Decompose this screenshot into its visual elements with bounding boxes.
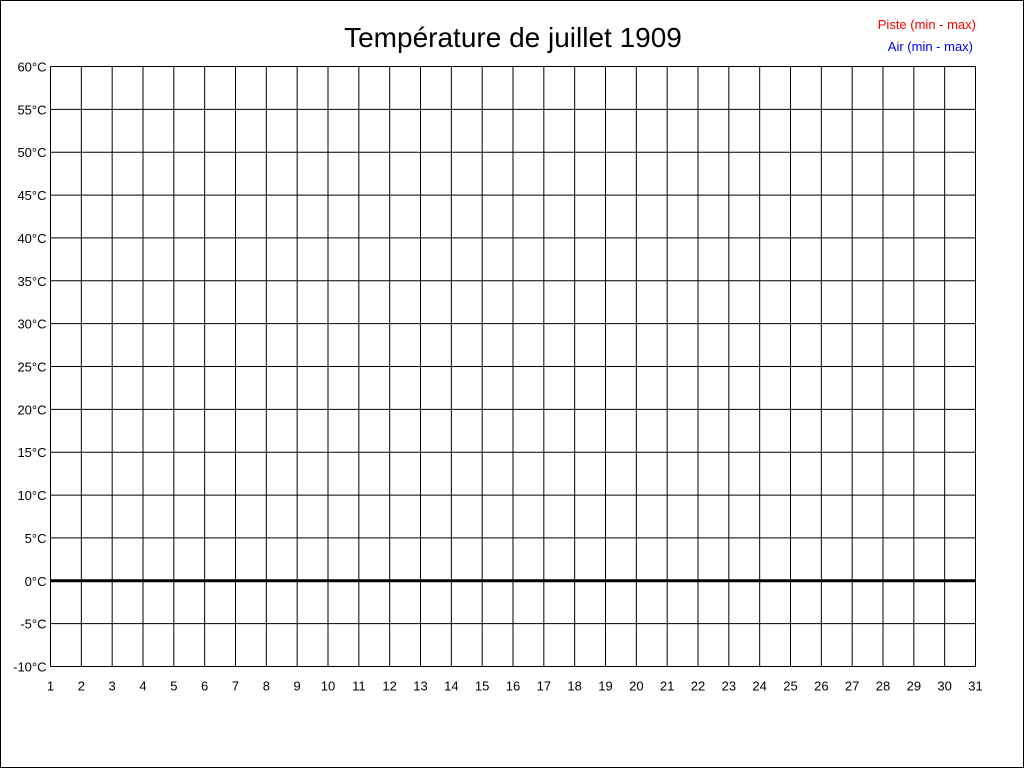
x-tick-label: 29 — [907, 679, 921, 694]
x-tick-label: 30 — [937, 679, 951, 694]
y-tick-label: 25°C — [17, 360, 46, 375]
x-tick-label: 23 — [722, 679, 736, 694]
y-tick-label: 45°C — [17, 188, 46, 203]
y-tick-label: -10°C — [13, 660, 46, 675]
grid — [50, 66, 976, 667]
x-tick-label: 24 — [752, 679, 766, 694]
axis-labels: 1 2 3 4 5 6 7 8 9 10 11 12 13 14 15 16 17 18 19 20 21 22 23 24 2… — [13, 60, 983, 694]
x-tick-label: 10 — [321, 679, 335, 694]
x-tick-label: 16 — [506, 679, 520, 694]
x-tick-label: 27 — [845, 679, 859, 694]
y-tick-label: 15°C — [17, 445, 46, 460]
x-tick-label: 3 — [109, 679, 116, 694]
legend-air: Air (min - max) — [888, 39, 973, 54]
y-tick-label: 60°C — [17, 60, 46, 75]
y-tick-label: -5°C — [20, 617, 46, 632]
x-tick-label: 7 — [232, 679, 239, 694]
x-tick-label: 8 — [263, 679, 270, 694]
y-tick-label: 50°C — [17, 145, 46, 160]
x-tick-label: 31 — [968, 679, 982, 694]
x-tick-label: 25 — [783, 679, 797, 694]
x-tick-label: 17 — [537, 679, 551, 694]
y-tick-label: 35°C — [17, 274, 46, 289]
x-tick-label: 19 — [598, 679, 612, 694]
x-tick-label: 11 — [352, 679, 366, 694]
y-tick-label: 55°C — [17, 102, 46, 117]
x-tick-label: 4 — [139, 679, 146, 694]
y-tick-label: 20°C — [17, 402, 46, 417]
y-tick-label: 40°C — [17, 231, 46, 246]
x-tick-label: 2 — [78, 679, 85, 694]
legend-piste: Piste (min - max) — [878, 17, 976, 32]
x-tick-label: 28 — [876, 679, 890, 694]
x-tick-label: 13 — [413, 679, 427, 694]
y-tick-label: 5°C — [25, 531, 47, 546]
x-tick-label: 1 — [47, 679, 54, 694]
x-tick-label: 20 — [629, 679, 643, 694]
y-tick-label: 30°C — [17, 317, 46, 332]
x-tick-label: 21 — [660, 679, 674, 694]
x-tick-label: 14 — [444, 679, 458, 694]
x-tick-label: 18 — [567, 679, 581, 694]
x-tick-label: 6 — [201, 679, 208, 694]
x-tick-label: 26 — [814, 679, 828, 694]
x-tick-label: 22 — [691, 679, 705, 694]
x-tick-label: 12 — [382, 679, 396, 694]
y-tick-label: 0°C — [25, 574, 47, 589]
chart-title: Température de juillet 1909 — [344, 22, 682, 53]
x-tick-label: 5 — [170, 679, 177, 694]
x-tick-label: 9 — [294, 679, 301, 694]
x-tick-label: 15 — [475, 679, 489, 694]
y-tick-label: 10°C — [17, 488, 46, 503]
